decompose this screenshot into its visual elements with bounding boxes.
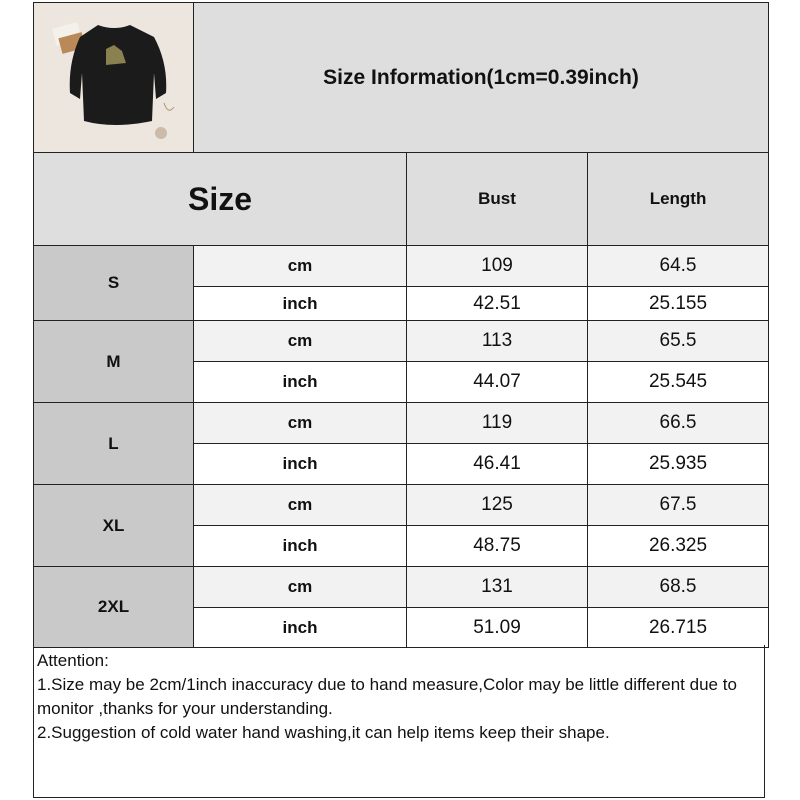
size-label: S <box>33 245 194 321</box>
table-row: XL cm 125 67.5 <box>33 484 770 567</box>
bust-value: 131 <box>406 566 588 608</box>
size-label: XL <box>33 484 194 567</box>
table-row: inch 44.07 25.545 <box>34 361 770 403</box>
length-value: 64.5 <box>586 245 770 287</box>
bust-value: 113 <box>406 320 588 362</box>
bust-value: 125 <box>406 484 588 526</box>
unit-label: inch <box>193 361 407 403</box>
length-value: 66.5 <box>586 402 770 444</box>
header-size: Size <box>33 152 407 246</box>
bust-value: 51.09 <box>406 607 588 648</box>
table-row: inch 51.09 26.715 <box>34 607 770 648</box>
table-row: inch 48.75 26.325 <box>34 525 770 567</box>
unit-label: cm <box>193 245 407 287</box>
bust-value: 46.41 <box>406 443 588 485</box>
product-image <box>33 2 194 153</box>
bust-value: 109 <box>406 245 588 287</box>
unit-label: inch <box>193 525 407 567</box>
length-value: 25.545 <box>586 361 770 403</box>
size-label: L <box>33 402 194 485</box>
length-value: 25.935 <box>586 443 770 485</box>
table-row: inch 46.41 25.935 <box>34 443 770 485</box>
bust-value: 44.07 <box>406 361 588 403</box>
unit-label: cm <box>193 484 407 526</box>
bust-value: 48.75 <box>406 525 588 567</box>
unit-label: cm <box>193 320 407 362</box>
size-chart-table: Size Information(1cm=0.39inch) Size Bust… <box>33 2 770 648</box>
table-row: inch 42.51 25.155 <box>34 286 770 321</box>
unit-label: cm <box>193 566 407 608</box>
length-value: 26.325 <box>586 525 770 567</box>
attention-heading: Attention: <box>37 651 109 670</box>
sweatshirt-image <box>35 3 192 147</box>
header-length: Length <box>586 152 770 246</box>
size-label: 2XL <box>33 566 194 648</box>
length-value: 25.155 <box>586 286 770 321</box>
unit-label: inch <box>193 286 407 321</box>
bust-value: 119 <box>406 402 588 444</box>
length-value: 26.715 <box>586 607 770 648</box>
unit-label: inch <box>193 607 407 648</box>
header-bust: Bust <box>406 152 588 246</box>
length-value: 67.5 <box>586 484 770 526</box>
length-value: 68.5 <box>586 566 770 608</box>
attention-note-2: 2.Suggestion of cold water hand washing,… <box>37 723 610 742</box>
table-row: 2XL cm 131 68.5 <box>33 566 770 648</box>
size-info-title: Size Information(1cm=0.39inch) <box>192 2 770 153</box>
unit-label: inch <box>193 443 407 485</box>
attention-notes: Attention: 1.Size may be 2cm/1inch inacc… <box>33 645 765 798</box>
attention-note-1: 1.Size may be 2cm/1inch inaccuracy due t… <box>37 675 742 718</box>
size-label: M <box>33 320 194 403</box>
length-value: 65.5 <box>586 320 770 362</box>
bust-value: 42.51 <box>406 286 588 321</box>
unit-label: cm <box>193 402 407 444</box>
